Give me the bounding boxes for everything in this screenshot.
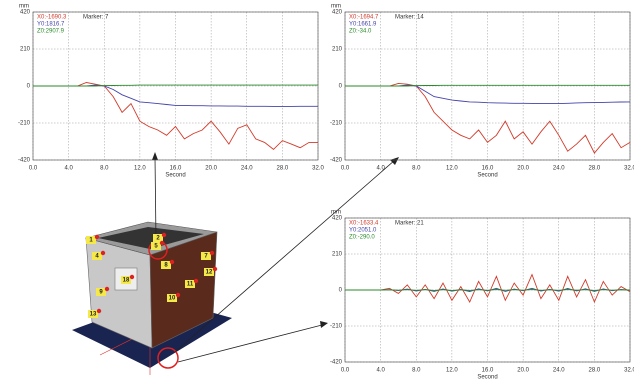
x-tick-label: 8.0: [100, 166, 109, 172]
marker-label: Marker: 7: [83, 15, 109, 21]
marker-dot: [160, 241, 164, 245]
marker-id: 18: [123, 278, 130, 284]
arrow-head: [152, 152, 158, 160]
y-tick-label: 210: [332, 252, 343, 258]
legend-entry: X0:-1690.3: [37, 15, 67, 21]
y-tick-label: 210: [332, 47, 343, 53]
x-tick-label: 20.0: [517, 368, 529, 374]
x-tick-label: 32.0: [624, 368, 634, 374]
y-tick-label: 0: [339, 288, 343, 294]
x-tick-label: 24.0: [553, 166, 565, 172]
x-tick-label: 20.0: [205, 166, 217, 172]
marker-label: Marker: 14: [395, 15, 424, 21]
x-tick-label: 4.0: [376, 166, 385, 172]
marker-dot: [194, 279, 198, 283]
x-tick-label: 24.0: [241, 166, 253, 172]
x-tick-label: 16.0: [170, 166, 182, 172]
y-tick-label: 420: [332, 216, 343, 222]
x-tick-label: 12.0: [446, 166, 458, 172]
x-tick-label: 4.0: [64, 166, 73, 172]
marker-id: 11: [187, 282, 194, 288]
x-tick-label: 12.0: [446, 368, 458, 374]
marker-dot: [105, 287, 109, 291]
x-axis-title: Second: [165, 173, 185, 179]
marker-dot: [176, 293, 180, 297]
marker-dot: [95, 235, 99, 239]
legend-entry: X0:-1633.4: [349, 221, 379, 227]
marker-dot: [101, 251, 105, 255]
y-tick-label: -210: [330, 121, 343, 127]
marker-id: 12: [206, 270, 213, 276]
marker-dot: [162, 233, 166, 237]
arrow-head: [390, 157, 399, 165]
x-tick-label: 12.0: [134, 166, 146, 172]
x-tick-label: 4.0: [376, 368, 385, 374]
x-tick-label: 8.0: [412, 368, 421, 374]
x-tick-label: 32.0: [624, 166, 634, 172]
y-tick-label: -420: [330, 158, 343, 164]
series-line: [345, 290, 630, 291]
marker-dot: [210, 251, 214, 255]
x-tick-label: 28.0: [589, 166, 601, 172]
figure: 12457891011121318 mm4202100-210-4200.04.…: [0, 0, 634, 381]
marker-id: 13: [90, 312, 97, 318]
x-tick-label: 0.0: [341, 368, 350, 374]
y-tick-label: -210: [330, 324, 343, 330]
marker-label: Marker: 21: [395, 221, 424, 227]
y-tick-label: -420: [18, 158, 31, 164]
y-tick-label: 420: [20, 10, 31, 16]
marker-dot: [130, 275, 134, 279]
y-tick-label: 420: [332, 10, 343, 16]
x-tick-label: 20.0: [517, 166, 529, 172]
x-axis-title: Second: [477, 375, 497, 381]
marker-dot: [170, 260, 174, 264]
marker-dot: [213, 267, 217, 271]
x-tick-label: 16.0: [482, 368, 494, 374]
legend-entry: Z0:2907.9: [37, 29, 65, 35]
legend-entry: Y0:2051.0: [349, 228, 377, 234]
x-tick-label: 0.0: [29, 166, 38, 172]
marker-dot: [97, 309, 101, 313]
x-tick-label: 16.0: [482, 166, 494, 172]
legend-entry: X0:-1694.7: [349, 15, 379, 21]
x-tick-label: 28.0: [277, 166, 289, 172]
legend-entry: Z0:-290.0: [349, 235, 375, 241]
arrow-head: [320, 321, 328, 328]
x-tick-label: 32.0: [312, 166, 324, 172]
y-tick-label: 0: [339, 84, 343, 90]
y-tick-label: -210: [18, 121, 31, 127]
y-tick-label: 0: [27, 84, 31, 90]
x-tick-label: 24.0: [553, 368, 565, 374]
legend-entry: Y0:1661.9: [349, 22, 377, 28]
x-axis-title: Second: [477, 173, 497, 179]
y-tick-label: 210: [20, 47, 31, 53]
marker-id: 10: [169, 296, 176, 302]
x-tick-label: 8.0: [412, 166, 421, 172]
x-tick-label: 28.0: [589, 368, 601, 374]
y-tick-label: -420: [330, 360, 343, 366]
legend-entry: Y0:1816.7: [37, 22, 65, 28]
x-tick-label: 0.0: [341, 166, 350, 172]
legend-entry: Z0:-34.0: [349, 29, 372, 35]
